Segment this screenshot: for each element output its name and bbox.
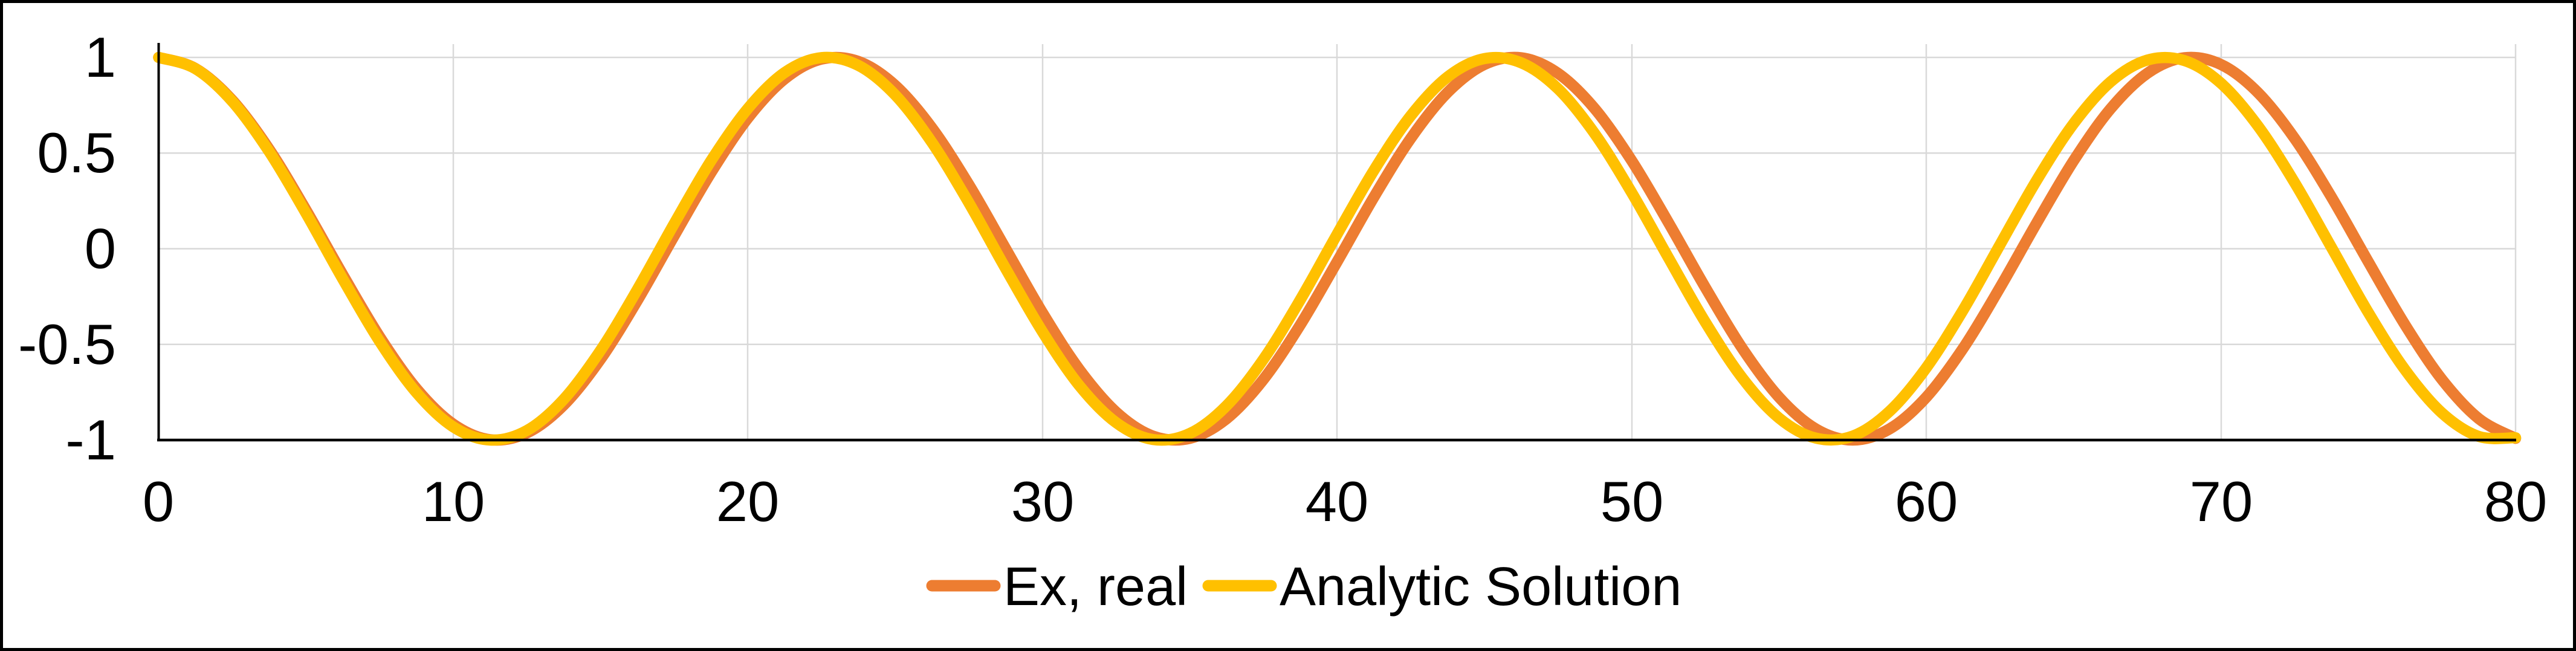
x-tick-label-30: 30 bbox=[1011, 470, 1075, 533]
axes bbox=[157, 43, 2516, 442]
x-tick-label-60: 60 bbox=[1895, 470, 1958, 533]
x-tick-label-80: 80 bbox=[2484, 470, 2548, 533]
series-line-analytic-solution bbox=[153, 51, 2522, 446]
legend-label-analytic-solution: Analytic Solution bbox=[1280, 557, 1681, 617]
x-axis-tick-labels: 0 10 20 30 40 50 60 70 80 bbox=[143, 470, 2547, 533]
y-tick-label-1: 1 bbox=[85, 25, 116, 89]
x-tick-label-10: 10 bbox=[422, 470, 485, 533]
legend-item-analytic-solution: Analytic Solution bbox=[1202, 557, 1681, 617]
legend: Ex, real Analytic Solution bbox=[926, 557, 1681, 617]
plot-series bbox=[153, 51, 2522, 446]
x-tick-label-40: 40 bbox=[1306, 470, 1369, 533]
x-tick-label-50: 50 bbox=[1600, 470, 1664, 533]
y-tick-label--0.5: -0.5 bbox=[18, 313, 116, 376]
y-tick-label-0.5: 0.5 bbox=[37, 121, 116, 184]
legend-item-ex-real: Ex, real bbox=[926, 557, 1188, 617]
y-tick-label--1: -1 bbox=[65, 408, 116, 471]
legend-label-ex-real: Ex, real bbox=[1003, 557, 1188, 617]
x-tick-label-0: 0 bbox=[143, 470, 174, 533]
x-tick-label-70: 70 bbox=[2190, 470, 2253, 533]
y-axis-tick-labels: 1 0.5 0 -0.5 -1 bbox=[18, 25, 116, 471]
y-tick-label-0: 0 bbox=[85, 217, 116, 280]
x-tick-label-20: 20 bbox=[716, 470, 780, 533]
